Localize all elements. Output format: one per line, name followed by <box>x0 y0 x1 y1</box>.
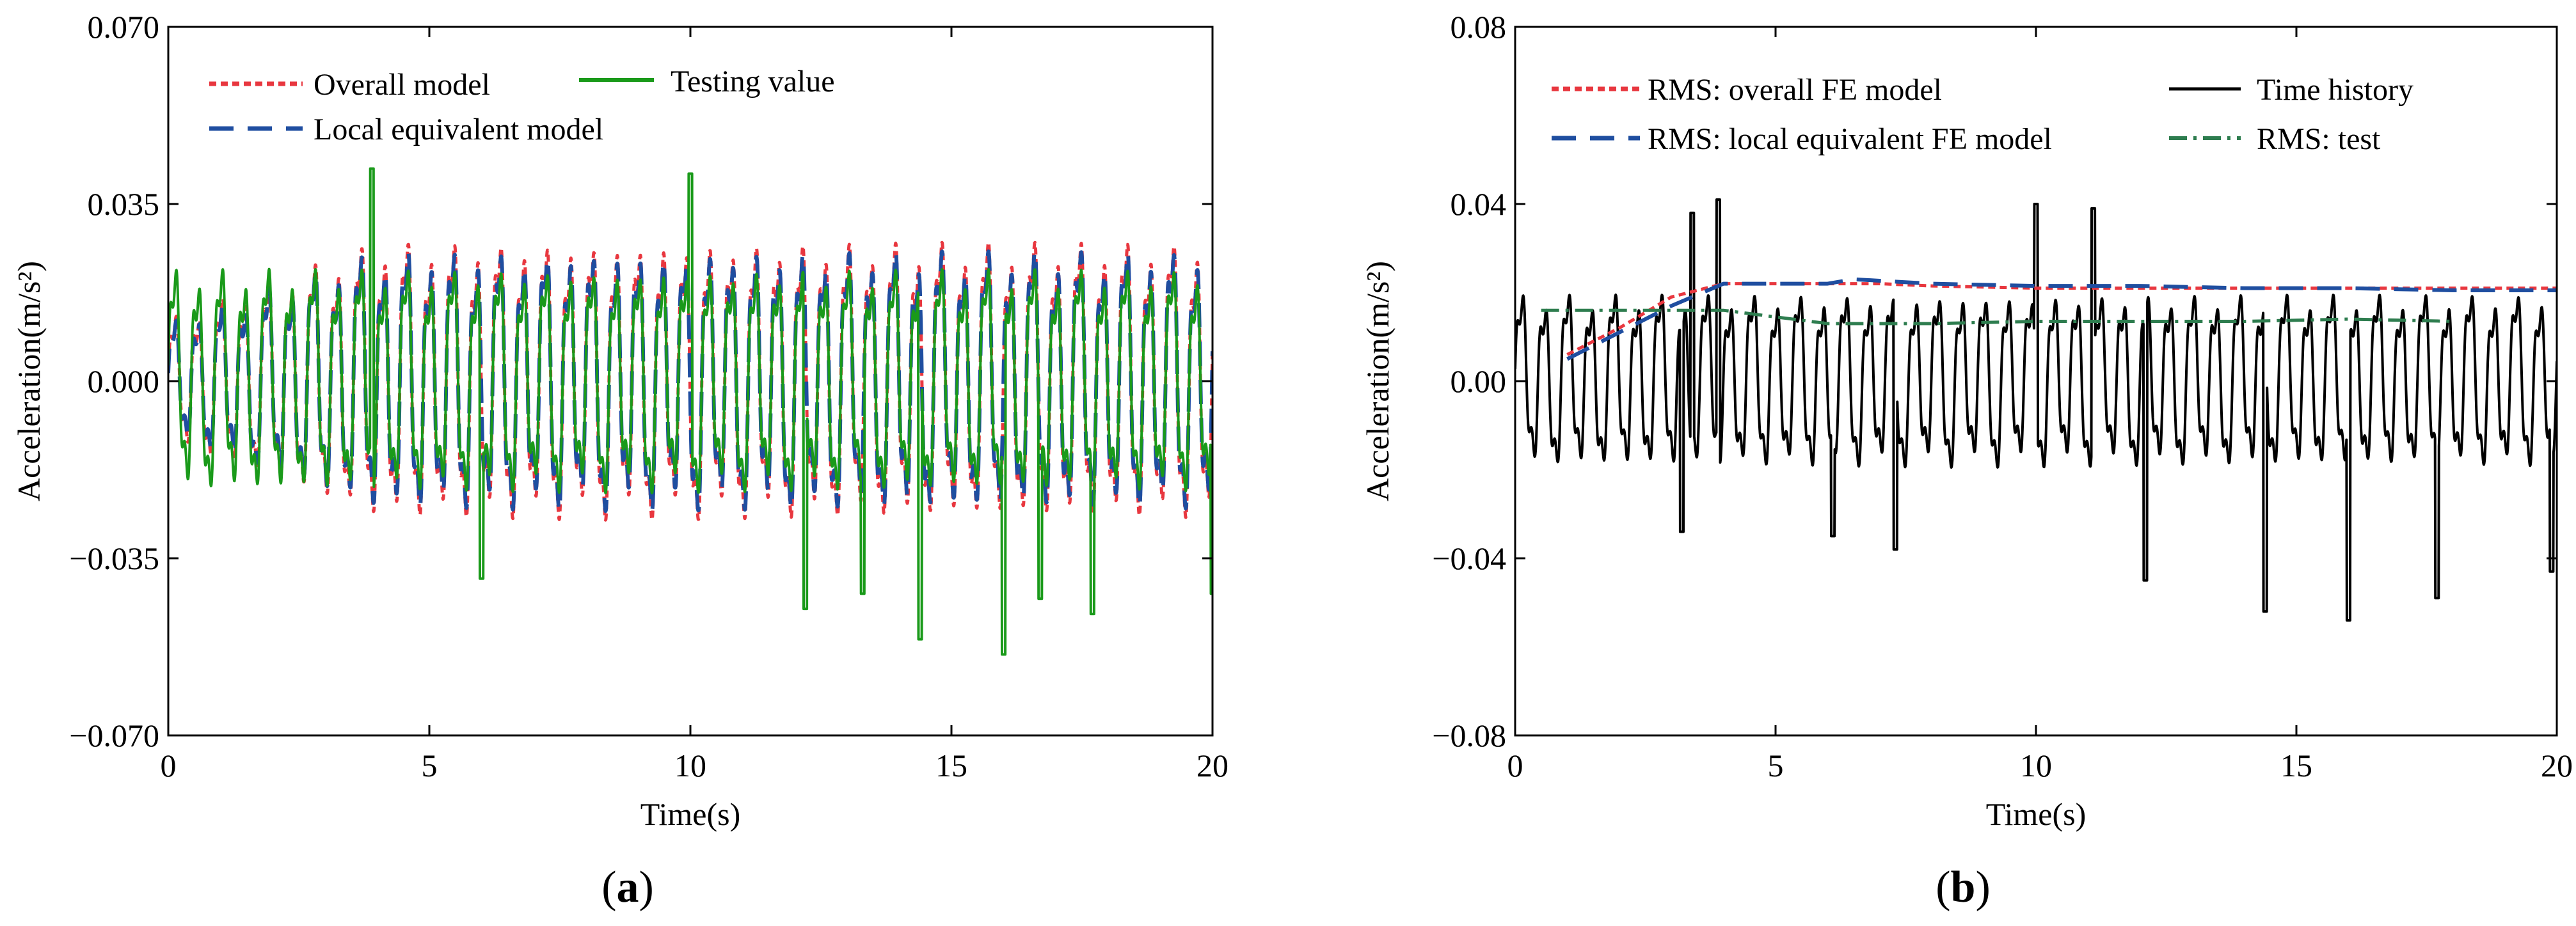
y-axis-title-b: Acceleration(m/s²) <box>1360 261 1395 501</box>
legend-label-overall-model: Overall model <box>314 68 490 102</box>
y-tick-label-a: −0.070 <box>69 718 159 753</box>
y-tick-label-a: 0.070 <box>88 9 160 45</box>
legend-label-rms-test: RMS: test <box>2257 122 2381 156</box>
y-tick-label-a: −0.035 <box>69 540 159 576</box>
y-tick-label-b: −0.08 <box>1432 718 1506 753</box>
legend-a: Overall model Testing value Local equiva… <box>209 65 835 146</box>
panel-label-a: (a) <box>601 863 654 912</box>
y-tick-label-b: −0.04 <box>1432 540 1506 576</box>
x-tick-label-a: 5 <box>422 748 438 783</box>
axis-ticks-a: 0 5 10 15 20 0.070 0.035 0.000 −0.035 −0.070 <box>69 9 1228 783</box>
panel-label-a-letter: a <box>617 863 639 912</box>
legend-label-rms-overall: RMS: overall FE model <box>1648 73 1942 107</box>
series-line-rms-local <box>1566 277 2557 361</box>
y-axis-title-a-text: Acceleration(m/s²) <box>11 261 47 501</box>
legend-label-testing-value: Testing value <box>671 65 835 98</box>
series-line-time-history <box>1515 198 2557 622</box>
x-tick-label-a: 0 <box>161 748 177 783</box>
x-tick-label-a: 10 <box>674 748 706 783</box>
legend-b: RMS: overall FE model Time history RMS: … <box>1552 73 2413 156</box>
series-line-testing-value <box>168 167 1212 656</box>
y-tick-label-a: 0.035 <box>88 186 160 222</box>
legend-label-local-equivalent-model: Local equivalent model <box>314 113 603 146</box>
series-line-rms-overall <box>1566 282 2557 356</box>
x-tick-label-a: 20 <box>1197 748 1228 783</box>
y-tick-label-a: 0.000 <box>88 363 160 399</box>
axis-ticks-b: 0 5 10 15 20 0.08 0.04 0.00 −0.04 −0.08 <box>1432 9 2573 783</box>
y-tick-label-b: 0.04 <box>1451 186 1507 222</box>
x-tick-label-b: 15 <box>2280 748 2312 783</box>
y-axis-title-b-text: Acceleration(m/s²) <box>1360 261 1395 501</box>
x-tick-label-b: 0 <box>1507 748 1523 783</box>
x-tick-label-b: 5 <box>1768 748 1784 783</box>
x-tick-label-a: 15 <box>935 748 967 783</box>
panel-label-b-letter: b <box>1951 863 1976 912</box>
y-tick-label-b: 0.00 <box>1451 363 1507 399</box>
legend-label-rms-local: RMS: local equivalent FE model <box>1648 122 2052 156</box>
y-tick-label-b: 0.08 <box>1451 9 1507 45</box>
chart-panel-a: 0 5 10 15 20 0.070 0.035 0.000 −0.035 −0.070 Acce… <box>11 9 1228 912</box>
plot-area-b <box>1515 198 2557 622</box>
x-axis-title-a: Time(s) <box>640 796 741 832</box>
x-tick-label-b: 10 <box>2020 748 2052 783</box>
y-axis-title-a: Acceleration(m/s²) <box>11 261 47 501</box>
panel-label-b: (b) <box>1936 863 1991 912</box>
series-line-rms-test <box>1541 308 2453 326</box>
x-axis-title-b: Time(s) <box>1986 796 2087 832</box>
chart-panel-b: 0 5 10 15 20 0.08 0.04 0.00 −0.04 −0.08 Accelerat… <box>1360 9 2573 912</box>
plot-area-a <box>168 167 1212 656</box>
x-tick-label-b: 20 <box>2541 748 2573 783</box>
legend-label-time-history: Time history <box>2257 73 2413 107</box>
